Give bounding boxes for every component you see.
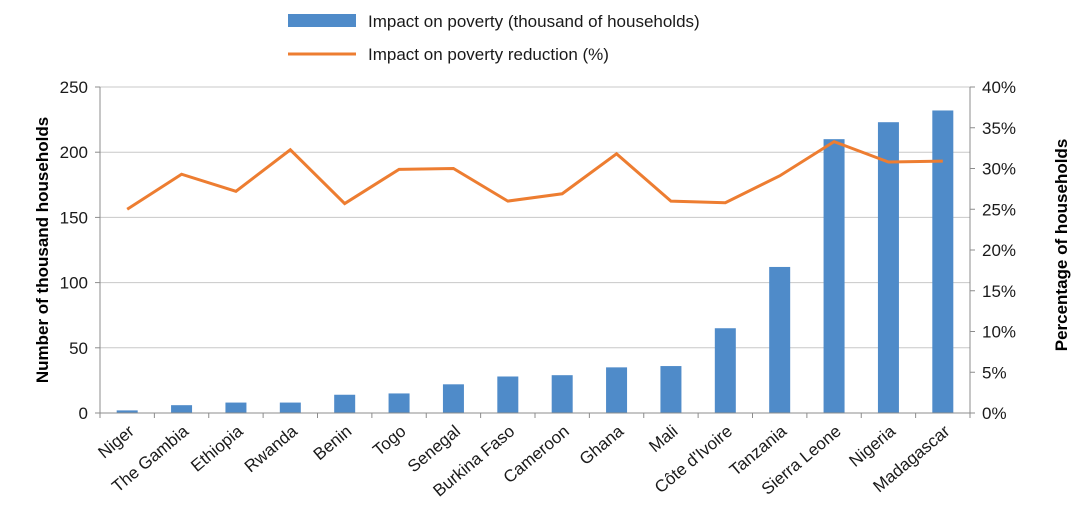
bar-series — [116, 110, 954, 414]
x-tick-label: Togo — [369, 422, 409, 460]
y-right-axis-title: Percentage of households — [1052, 139, 1071, 352]
bar-burkina-faso — [497, 376, 519, 413]
bar-ghana — [606, 367, 628, 413]
y-left-tick-labels: 0 50 100 150 200 250 — [60, 78, 88, 423]
bar-tanzania — [769, 266, 791, 413]
x-tick-label: Niger — [94, 421, 138, 462]
x-tick-label: Benin — [310, 422, 356, 465]
legend-swatch-bar — [288, 14, 356, 27]
y-left-tick-label: 100 — [60, 274, 88, 293]
y-right-tick-label: 20% — [982, 241, 1016, 260]
line-series — [126, 139, 943, 211]
bar-benin — [334, 394, 356, 413]
poverty-reduction-line — [126, 139, 943, 211]
y-right-tick-label: 5% — [982, 363, 1007, 382]
bar-mali — [660, 366, 682, 413]
x-tick-label: Ghana — [576, 421, 628, 469]
x-tick-label: Mali — [645, 422, 681, 457]
y-right-tick-label: 0% — [982, 404, 1007, 423]
bar-rwanda — [279, 402, 301, 413]
x-tick-label: Rwanda — [241, 421, 301, 476]
bar-madagascar — [932, 110, 954, 414]
y-left-tick-label: 0 — [79, 404, 88, 423]
y-right-tick-label: 40% — [982, 78, 1016, 97]
legend-label-line: Impact on poverty reduction (%) — [368, 45, 609, 64]
bar-sierra-leone — [823, 139, 845, 413]
y-right-tick-label: 30% — [982, 160, 1016, 179]
bar-nigeria — [877, 122, 899, 413]
bar-ethiopia — [225, 402, 247, 413]
y-right-tick-labels: 0% 5% 10% 15% 20% 25% 30% 35% 40% — [982, 78, 1016, 423]
y-left-tick-label: 150 — [60, 208, 88, 227]
bar-the-gambia — [171, 405, 193, 413]
bar-cameroon — [551, 375, 573, 413]
y-left-axis-title: Number of thousand households — [33, 117, 52, 383]
y-left-tick-label: 200 — [60, 143, 88, 162]
bar-c-te-d-ivoire — [714, 328, 736, 413]
axes — [95, 86, 975, 418]
x-tick-label: Ethiopia — [187, 421, 247, 475]
bar-togo — [388, 393, 410, 413]
y-right-tick-label: 10% — [982, 323, 1016, 342]
bar-senegal — [442, 384, 464, 413]
legend-label-bar: Impact on poverty (thousand of household… — [368, 12, 700, 31]
bar-niger — [116, 410, 138, 413]
y-right-tick-label: 15% — [982, 282, 1016, 301]
y-right-tick-label: 25% — [982, 200, 1016, 219]
y-left-tick-label: 50 — [69, 339, 88, 358]
y-right-tick-label: 35% — [982, 119, 1016, 138]
y-left-tick-label: 250 — [60, 78, 88, 97]
legend: Impact on poverty (thousand of household… — [288, 12, 700, 64]
